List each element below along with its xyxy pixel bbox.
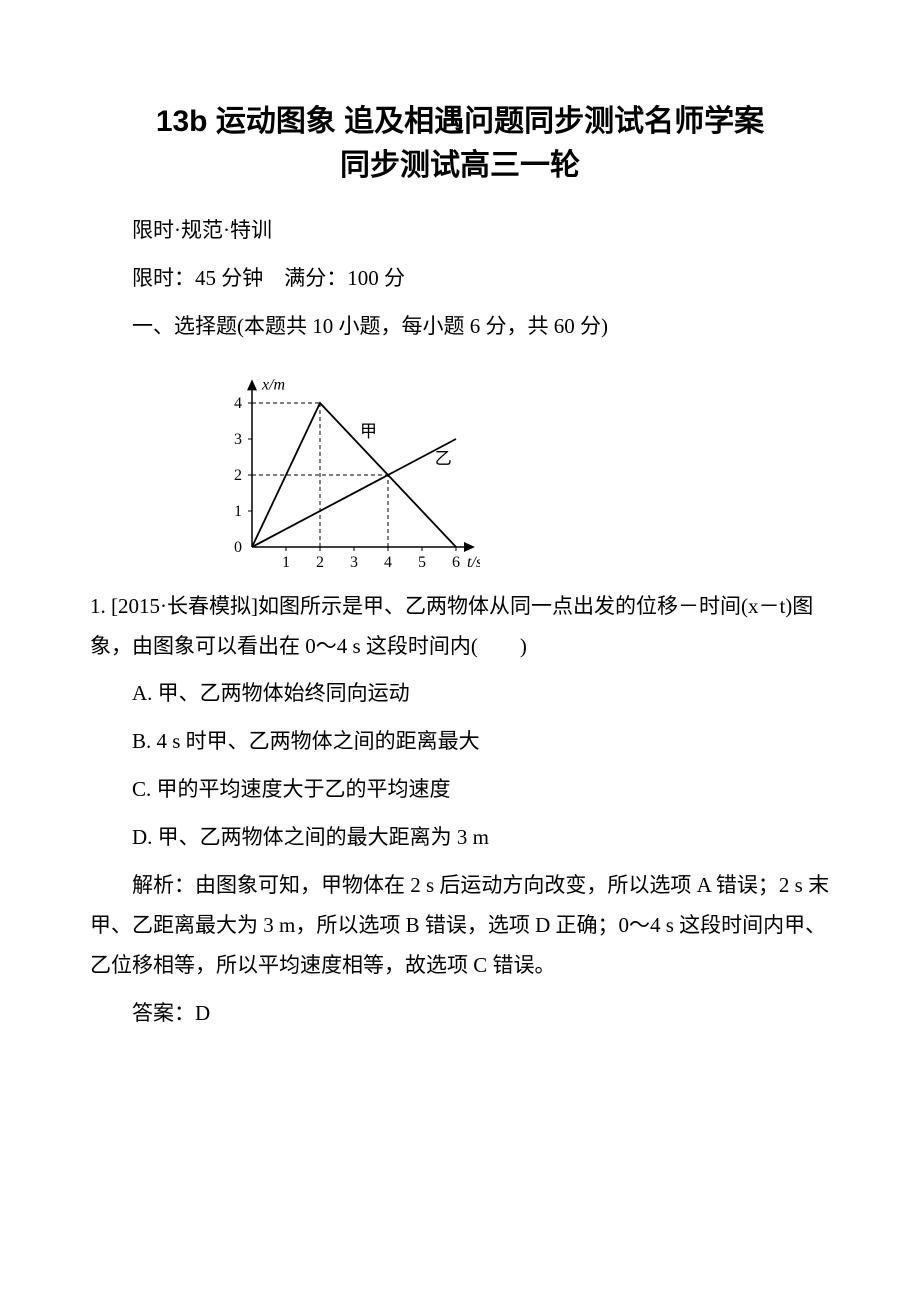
svg-text:0: 0: [234, 539, 242, 556]
svg-text:5: 5: [418, 554, 426, 571]
title-line-1: 13b 运动图象 追及相遇问题同步测试名师学案: [156, 105, 764, 138]
document-page: 13b 运动图象 追及相遇问题同步测试名师学案 同步测试高三一轮 限时·规范·特…: [0, 0, 920, 1102]
svg-text:1: 1: [282, 554, 290, 571]
svg-text:1: 1: [234, 503, 242, 520]
document-title: 13b 运动图象 追及相遇问题同步测试名师学案 同步测试高三一轮: [90, 100, 830, 187]
limit-heading: 限时·规范·特训: [90, 211, 830, 251]
svg-text:3: 3: [234, 431, 242, 448]
svg-text:4: 4: [384, 554, 392, 571]
svg-text:x/m: x/m: [261, 376, 285, 393]
question-1-stem: 1. [2015·长春模拟]如图所示是甲、乙两物体从同一点出发的位移－时间(x－…: [90, 587, 830, 667]
svg-text:2: 2: [234, 467, 242, 484]
svg-text:乙: 乙: [435, 449, 452, 468]
svg-text:3: 3: [350, 554, 358, 571]
svg-text:2: 2: [316, 554, 324, 571]
option-d: D. 甲、乙两物体之间的最大距离为 3 m: [90, 818, 830, 858]
limit-detail: 限时：45 分钟 满分：100 分: [90, 259, 830, 299]
option-a: A. 甲、乙两物体始终同向运动: [90, 674, 830, 714]
title-line-2: 同步测试高三一轮: [340, 149, 580, 182]
section-heading: 一、选择题(本题共 10 小题，每小题 6 分，共 60 分): [90, 307, 830, 347]
chart-svg: 0 1 2 3 4 1 2 3 4 5 6 甲乙 x/m t/s: [210, 355, 480, 575]
svg-text:4: 4: [234, 395, 242, 412]
svg-text:6: 6: [452, 554, 460, 571]
explanation: 解析：由图象可知，甲物体在 2 s 后运动方向改变，所以选项 A 错误；2 s …: [90, 866, 830, 986]
option-b: B. 4 s 时甲、乙两物体之间的距离最大: [90, 722, 830, 762]
option-c: C. 甲的平均速度大于乙的平均速度: [90, 770, 830, 810]
answer: 答案：D: [90, 994, 830, 1034]
svg-text:t/s: t/s: [467, 554, 480, 571]
svg-text:甲: 甲: [360, 422, 377, 441]
xt-chart: 0 1 2 3 4 1 2 3 4 5 6 甲乙 x/m t/s: [210, 355, 830, 575]
